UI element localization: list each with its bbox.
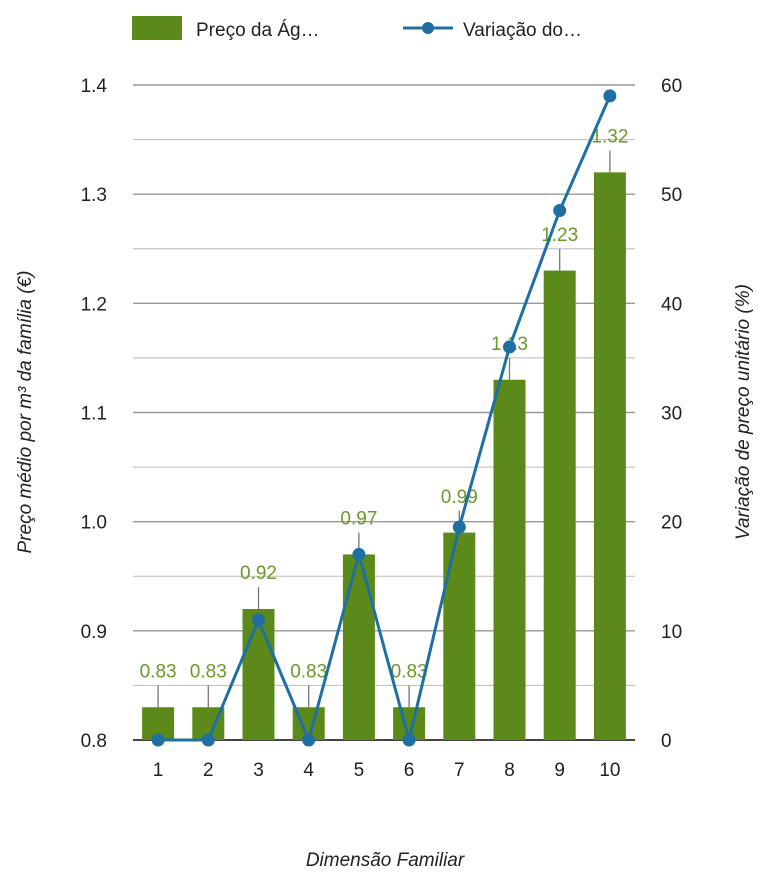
y-tick-label: 0.8 <box>81 731 107 752</box>
legend: Preço da Ág… Variação do… <box>132 16 582 41</box>
bar <box>443 532 476 740</box>
bar-value-label: 0.83 <box>290 661 327 682</box>
y2-axis-title: Variação de preço unitário (%) <box>733 284 754 540</box>
bar <box>493 379 526 740</box>
legend-line-marker <box>422 22 434 34</box>
y2-tick-label: 20 <box>661 513 682 534</box>
line-point <box>553 204 567 218</box>
right-axis-ticks: 0 10 20 30 40 50 60 <box>661 76 682 752</box>
y-tick-label: 1.0 <box>81 513 107 534</box>
x-tick-label: 6 <box>404 760 415 781</box>
bar <box>242 609 275 740</box>
x-tick-label: 9 <box>554 760 565 781</box>
y2-tick-label: 50 <box>661 185 682 206</box>
y2-tick-label: 30 <box>661 404 682 425</box>
y-axis-title: Preço médio por m³ da família (€) <box>15 271 36 554</box>
gridlines <box>133 84 635 741</box>
line-point <box>402 733 416 747</box>
y2-tick-label: 60 <box>661 76 682 97</box>
bar-value-label: 0.97 <box>340 509 377 530</box>
y-tick-label: 1.4 <box>81 76 108 97</box>
line-series <box>151 89 617 747</box>
y2-tick-label: 0 <box>661 731 672 752</box>
line-point <box>151 733 165 747</box>
x-axis-title: Dimensão Familiar <box>306 850 465 871</box>
bar-series <box>142 172 626 741</box>
line-point <box>201 733 215 747</box>
error-bars <box>157 150 611 708</box>
line-point <box>352 547 366 561</box>
line-point <box>252 613 265 627</box>
line-path <box>158 95 612 742</box>
bar-value-label: 0.99 <box>441 487 478 508</box>
line-point <box>452 520 466 534</box>
bar-value-label: 0.92 <box>240 563 277 584</box>
legend-line-label: Variação do… <box>463 20 582 41</box>
bar-value-label: 0.83 <box>140 661 177 682</box>
y-tick-label: 0.9 <box>81 622 107 643</box>
line-point <box>603 89 617 103</box>
x-tick-label: 7 <box>454 760 465 781</box>
y2-tick-label: 10 <box>661 622 682 643</box>
x-tick-label: 1 <box>153 760 164 781</box>
x-tick-label: 3 <box>253 760 264 781</box>
x-tick-label: 2 <box>203 760 214 781</box>
y-tick-label: 1.1 <box>81 404 107 425</box>
line-point <box>302 733 316 747</box>
x-tick-label: 5 <box>354 760 365 781</box>
x-axis-ticks: 1 2 3 4 5 6 7 8 9 10 <box>153 760 621 781</box>
x-tick-label: 4 <box>303 760 314 781</box>
legend-bar-label: Preço da Ág… <box>196 20 320 41</box>
bar <box>543 270 576 740</box>
bar-value-label: 1.32 <box>591 127 628 148</box>
x-tick-label: 10 <box>599 760 620 781</box>
bar <box>342 554 375 740</box>
bar <box>593 172 626 741</box>
x-tick-label: 8 <box>504 760 515 781</box>
legend-bar-swatch <box>132 16 182 40</box>
y-tick-label: 1.2 <box>81 294 107 315</box>
y-tick-label: 1.3 <box>81 185 107 206</box>
bar-value-label: 0.83 <box>190 661 227 682</box>
y2-tick-label: 40 <box>661 294 682 315</box>
left-axis-ticks: 0.8 0.9 1.0 1.1 1.2 1.3 1.4 <box>81 76 108 752</box>
bar-value-label: 1.23 <box>541 225 578 246</box>
bar-value-label: 0.83 <box>391 661 428 682</box>
line-point <box>503 340 516 354</box>
